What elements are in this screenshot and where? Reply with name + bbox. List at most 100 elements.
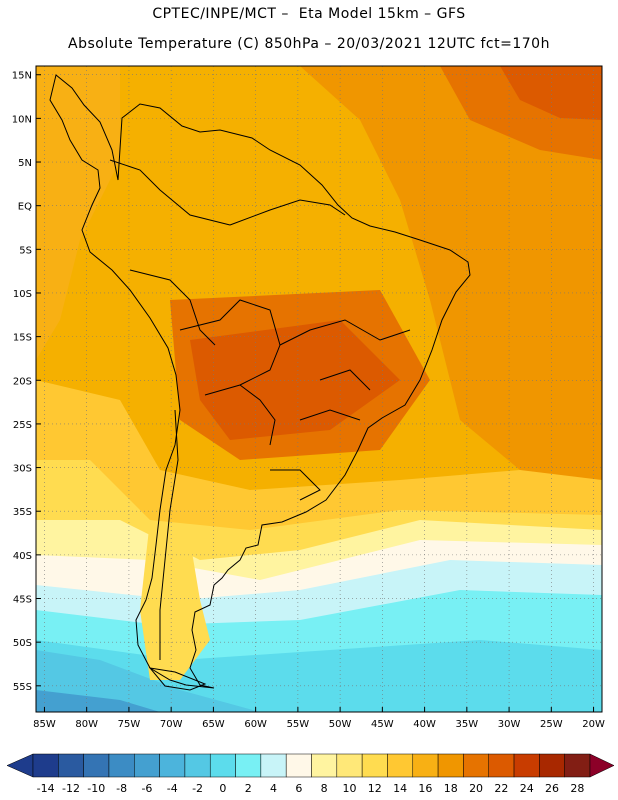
colorbar-swatch	[311, 753, 338, 778]
colorbar-swatch	[437, 753, 464, 778]
border-brazil-north	[229, 199, 346, 226]
border-argentina-chile	[159, 409, 179, 660]
lat-tick-label: 15N	[12, 71, 32, 82]
colorbar-label: -12	[62, 782, 80, 795]
colorbar-label: 4	[270, 782, 277, 795]
lon-tick-label: 50W	[329, 719, 352, 730]
colorbar-label: 22	[494, 782, 508, 795]
colorbar-swatch	[32, 753, 59, 778]
colorbar-label: 24	[520, 782, 534, 795]
border-paraguay	[239, 384, 276, 446]
colorbar-swatch	[463, 753, 489, 778]
colorbar: -14 -12 -10 -8 -6 -4 -2 0 2 4 6 8 10 12 14 16 18 20 22 24 26…	[6, 753, 615, 795]
lat-tick-label: 55S	[13, 682, 32, 693]
colorbar-swatch	[564, 753, 591, 778]
colorbar-swatch	[260, 753, 287, 778]
border-brazil-states	[279, 319, 411, 421]
coastlines-borders	[49, 74, 471, 691]
lon-tick-label: 85W	[33, 719, 56, 730]
lat-tick-label: 50S	[13, 638, 32, 649]
lat-tick-label: EQ	[18, 202, 32, 213]
colorbar-swatch	[209, 753, 236, 778]
lat-tick-label: 45S	[13, 595, 32, 606]
colorbar-label: -8	[116, 782, 127, 795]
tierra-del-fuego	[148, 667, 207, 691]
colorbar-label: 8	[321, 782, 328, 795]
lon-tick-label: 30W	[498, 719, 521, 730]
field-22-central-core	[190, 320, 400, 440]
colorbar-label: -14	[37, 782, 55, 795]
colorbar-swatch	[361, 753, 388, 778]
border-colombia-venezuela	[109, 159, 231, 226]
lon-tick-label: 75W	[118, 719, 141, 730]
colorbar-swatch	[83, 753, 110, 778]
colorbar-swatch	[108, 753, 135, 778]
south-america-coastline	[49, 74, 471, 689]
colorbar-label: 26	[545, 782, 559, 795]
field-18-east	[300, 66, 602, 500]
colorbar-label: 10	[342, 782, 356, 795]
colorbar-swatch	[412, 753, 439, 778]
colorbar-label: 16	[418, 782, 432, 795]
colorbar-label: 12	[368, 782, 382, 795]
colorbar-max-arrow	[589, 753, 615, 778]
colorbar-label: -4	[167, 782, 178, 795]
field-patagonia	[140, 520, 210, 680]
colorbar-label: 0	[219, 782, 226, 795]
lon-tick-label: 80W	[75, 719, 98, 730]
colorbar-swatch	[488, 753, 515, 778]
colorbar-swatch	[513, 753, 540, 778]
lat-tick-label: 10N	[12, 114, 32, 125]
colorbar-swatch	[184, 753, 211, 778]
lat-tick-label: 20S	[13, 376, 32, 387]
lat-tick-label: 5N	[18, 158, 32, 169]
colorbar-swatch	[285, 753, 312, 778]
colorbar-label: -10	[87, 782, 105, 795]
lon-tick-label: 20W	[582, 719, 605, 730]
field-14-south	[36, 380, 602, 540]
border-uruguay	[270, 469, 321, 501]
lon-tick-label: 60W	[244, 719, 267, 730]
latitude-tick-labels: 15N 10N 5N EQ 5S 10S 15S 20S 25S 30S 35S 40S 45S 50S 5…	[12, 71, 41, 693]
border-peru-brazil	[129, 269, 216, 346]
colorbar-label: 28	[570, 782, 584, 795]
colorbar-label: 14	[393, 782, 407, 795]
lon-tick-label: 70W	[160, 719, 183, 730]
lat-tick-label: 10S	[13, 289, 32, 300]
temperature-field	[36, 66, 602, 712]
lat-tick-label: 5S	[19, 245, 32, 256]
colorbar-swatch	[387, 753, 414, 778]
colorbar-label: 6	[295, 782, 302, 795]
lat-tick-label: 25S	[13, 420, 32, 431]
lon-tick-label: 65W	[202, 719, 225, 730]
colorbar-label: -6	[141, 782, 152, 795]
border-bolivia	[179, 299, 281, 396]
colorbar-label: 2	[245, 782, 252, 795]
lon-tick-label: 45W	[371, 719, 394, 730]
lon-tick-label: 25W	[540, 719, 563, 730]
lon-tick-label: 55W	[287, 719, 310, 730]
lat-tick-label: 30S	[13, 464, 32, 475]
colorbar-swatch	[235, 753, 262, 778]
colorbar-min-arrow	[6, 753, 34, 778]
lat-tick-label: 15S	[13, 333, 32, 344]
longitude-tick-labels: 85W 80W 75W 70W 65W 60W 55W 50W 45W 40W 35W 30W 25W 2…	[33, 707, 605, 730]
lon-tick-label: 40W	[413, 719, 436, 730]
lon-tick-label: 35W	[456, 719, 479, 730]
colorbar-label: 20	[469, 782, 483, 795]
title-line-2: Absolute Temperature (C) 850hPa – 20/03/…	[68, 36, 550, 52]
colorbar-swatch	[134, 753, 160, 778]
field-minus2-southwest	[36, 650, 260, 712]
colorbar-label: -2	[192, 782, 203, 795]
lat-tick-label: 40S	[13, 551, 32, 562]
field-24-northeast-core	[500, 66, 602, 120]
colorbar-swatch	[58, 753, 84, 778]
colorbar-swatch	[159, 753, 186, 778]
colorbar-label: 18	[444, 782, 458, 795]
lat-tick-label: 35S	[13, 507, 32, 518]
colorbar-swatch	[336, 753, 363, 778]
colorbar-swatch	[539, 753, 565, 778]
title-line-1: CPTEC/INPE/MCT – Eta Model 15km – GFS	[152, 6, 466, 22]
map-frame	[35, 65, 603, 713]
